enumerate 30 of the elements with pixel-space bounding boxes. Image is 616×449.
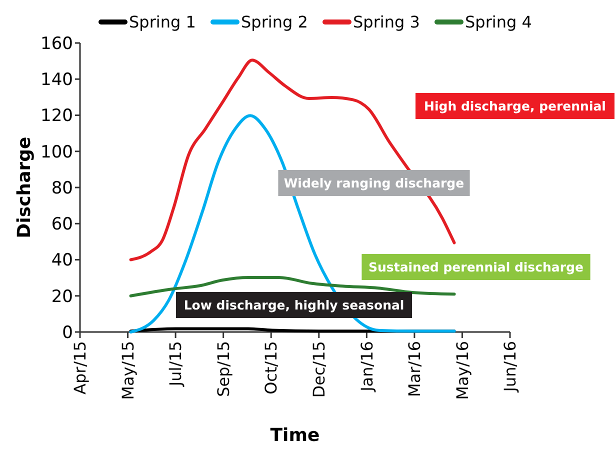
x-tick-label: Mar/16 <box>405 341 424 397</box>
y-tick-label: 140 <box>40 70 73 90</box>
x-tick-label: Jan/16 <box>357 341 376 392</box>
annotation: Sustained perennial discharge <box>368 259 584 274</box>
legend-label: Spring 3 <box>353 12 420 32</box>
legend-label: Spring 2 <box>241 12 308 32</box>
x-tick-label: Jul/15 <box>166 341 186 388</box>
annotation: Low discharge, highly seasonal <box>184 297 404 312</box>
x-tick-label: May/15 <box>118 341 138 400</box>
x-tick-label: Oct/15 <box>262 341 281 394</box>
y-axis-title: Discharge <box>14 136 35 238</box>
x-tick-label: Jun/16 <box>500 341 520 393</box>
y-tick-label: 40 <box>51 250 73 271</box>
line-series <box>129 276 456 298</box>
y-tick-label: 60 <box>51 214 73 235</box>
y-tick-label: 20 <box>51 286 73 307</box>
x-tick-label: Dec/15 <box>309 341 328 398</box>
annotation: Widely ranging discharge <box>284 175 464 190</box>
y-tick-label: 120 <box>40 106 73 126</box>
x-axis-title: Time <box>270 425 320 446</box>
y-tick-label: 0 <box>62 322 73 343</box>
legend-label: Spring 4 <box>465 12 532 32</box>
x-tick-label: May/16 <box>452 341 472 400</box>
x-tick-label: Sep/15 <box>214 341 233 397</box>
y-tick-label: 100 <box>40 142 73 162</box>
annotation: High discharge, perennial <box>424 98 606 114</box>
x-tick-label: Apr/15 <box>70 341 90 394</box>
y-tick-label: 80 <box>51 178 73 198</box>
y-tick-label: 160 <box>40 34 73 54</box>
legend-label: Spring 1 <box>129 12 196 32</box>
